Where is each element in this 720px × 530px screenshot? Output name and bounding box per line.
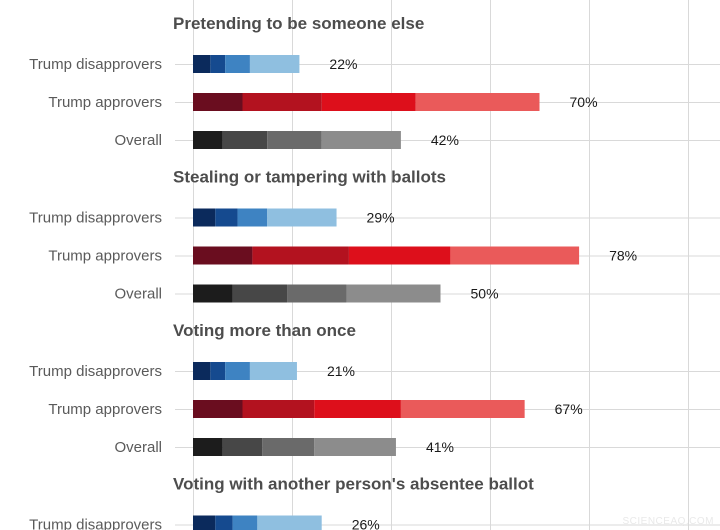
bar-segment — [210, 55, 226, 73]
bar-segment — [267, 131, 322, 149]
value-label: 22% — [329, 56, 357, 72]
bar-segment — [193, 438, 223, 456]
value-label: 41% — [426, 439, 454, 455]
row-label: Trump disapprovers — [29, 517, 162, 530]
bar-segment — [415, 93, 540, 111]
bar-segment — [193, 246, 253, 265]
bar-segment — [400, 400, 525, 418]
row-label: Trump approvers — [48, 94, 162, 111]
value-label: 78% — [609, 248, 637, 264]
bar-segment — [193, 131, 223, 149]
group-title: Stealing or tampering with ballots — [173, 168, 446, 187]
bar-segment — [267, 208, 337, 227]
row-label: Trump disapprovers — [29, 210, 162, 227]
group-title: Voting more than once — [173, 321, 356, 340]
row-label: Trump disapprovers — [29, 363, 162, 380]
bar-segment — [262, 438, 315, 456]
bar-segment — [314, 438, 396, 456]
row-label: Overall — [114, 286, 162, 303]
bar-segment — [193, 55, 211, 73]
bar-segment — [242, 400, 315, 418]
row-label: Trump disapprovers — [29, 56, 162, 73]
bar-segment — [450, 246, 580, 265]
bar-segment — [222, 438, 263, 456]
bar-segment — [249, 362, 297, 380]
value-label: 29% — [367, 210, 395, 226]
value-label: 42% — [431, 132, 459, 148]
labels-layer: Pretending to be someone else Trump disap… — [29, 14, 637, 530]
bar-segment — [252, 246, 349, 265]
value-label: 70% — [570, 94, 598, 110]
row-label: Overall — [114, 439, 162, 456]
bar-segment — [232, 515, 258, 530]
bar-segment — [193, 208, 216, 227]
group-title: Voting with another person's absentee ba… — [173, 475, 534, 494]
group-title: Pretending to be someone else — [173, 14, 424, 33]
bar-segment — [193, 284, 233, 303]
watermark: SCIENCEAQ.COM — [622, 516, 714, 527]
bar-segment — [321, 93, 416, 111]
row-label: Trump approvers — [48, 401, 162, 418]
bars-layer — [193, 55, 580, 530]
bar-segment — [193, 400, 243, 418]
bar-segment — [225, 362, 250, 380]
bar-segment — [193, 515, 216, 530]
value-label: 50% — [471, 286, 499, 302]
bar-segment — [348, 246, 451, 265]
bar-segment — [314, 400, 401, 418]
bar-segment — [249, 55, 300, 73]
bar-segment — [222, 131, 268, 149]
bar-segment — [215, 515, 233, 530]
bar-segment — [287, 284, 347, 303]
value-label: 26% — [352, 517, 380, 530]
row-label: Trump approvers — [48, 248, 162, 265]
bar-segment — [237, 208, 268, 227]
bar-segment — [257, 515, 322, 530]
bar-segment — [242, 93, 322, 111]
bar-segment — [232, 284, 288, 303]
bar-segment — [346, 284, 441, 303]
bar-segment — [210, 362, 226, 380]
bar-segment — [215, 208, 238, 227]
bar-segment — [193, 362, 211, 380]
value-label: 67% — [555, 401, 583, 417]
bar-segment — [193, 93, 243, 111]
bar-segment — [321, 131, 401, 149]
row-label: Overall — [114, 132, 162, 149]
bar-segment — [225, 55, 250, 73]
value-label: 21% — [327, 363, 355, 379]
